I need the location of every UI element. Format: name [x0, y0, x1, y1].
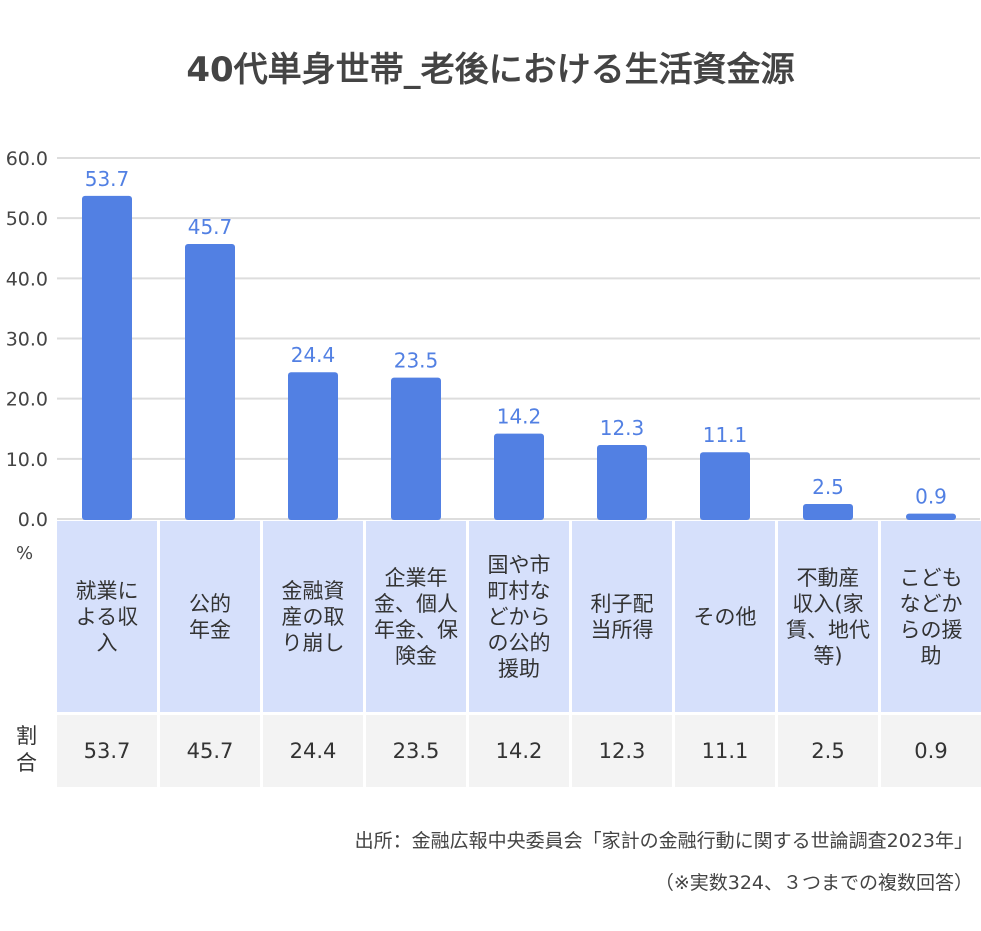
category-label: 国や市 町村な どから の公的 援助 — [469, 521, 569, 712]
y-tick-label: 0.0 — [18, 509, 48, 530]
data-label: 45.7 — [188, 215, 233, 239]
data-label: 53.7 — [85, 167, 130, 191]
category-label: 就業に よる収 入 — [57, 521, 157, 712]
category-label: 不動産 収入(家 賃、地代 等) — [778, 521, 878, 712]
table-value: 53.7 — [57, 715, 157, 787]
table-value: 45.7 — [160, 715, 260, 787]
y-tick-label: 40.0 — [6, 268, 48, 290]
source-note: 出所：金融広報中央委員会「家計の金融行動に関する世論調査2023年」 — [354, 830, 973, 852]
data-label: 23.5 — [394, 349, 439, 373]
chart-title: 40代単身世帯_老後における生活資金源 — [186, 50, 795, 90]
bar — [185, 244, 235, 520]
y-axis-unit: % — [16, 543, 34, 564]
data-label: 14.2 — [497, 405, 542, 429]
category-label: 金融資 産の取 り崩し — [263, 521, 363, 712]
data-table: 就業に よる収 入公的 年金 金融資 産の取 り崩し 企業年 金、個人 年金、保 険… — [57, 521, 981, 787]
bar — [494, 433, 544, 520]
table-value: 2.5 — [778, 715, 878, 787]
category-label: その他 — [675, 521, 775, 712]
bar — [288, 372, 338, 520]
y-tick-label: 30.0 — [6, 329, 48, 351]
bar — [906, 513, 956, 520]
data-label: 11.1 — [703, 423, 748, 447]
y-tick-label: 50.0 — [6, 208, 48, 230]
table-value: 11.1 — [675, 715, 775, 787]
data-label: 0.9 — [915, 485, 947, 509]
bar — [803, 503, 853, 520]
table-row-label: 割合 — [16, 724, 37, 775]
y-tick-label: 10.0 — [6, 449, 48, 471]
bar — [700, 452, 750, 520]
plot-area: 0.0 10.0 20.0 30.0 40.0 50.0 60.0 53.7 45.7 24.4 2… — [6, 148, 980, 530]
category-label: 利子配 当所得 — [572, 521, 672, 712]
data-label: 24.4 — [291, 343, 336, 367]
category-label: こども などか らの援 助 — [881, 521, 981, 712]
y-tick-label: 20.0 — [6, 389, 48, 411]
category-label: 公的 年金 — [160, 521, 260, 712]
category-label: 企業年 金、個人 年金、保 険金 — [366, 521, 466, 712]
table-value: 0.9 — [881, 715, 981, 787]
bar — [597, 444, 647, 520]
y-tick-label: 60.0 — [6, 148, 48, 170]
bar — [82, 195, 132, 520]
data-label: 2.5 — [812, 475, 844, 499]
bar — [391, 377, 441, 520]
table-value: 23.5 — [366, 715, 466, 787]
table-value: 12.3 — [572, 715, 672, 787]
table-value: 14.2 — [469, 715, 569, 787]
table-value: 24.4 — [263, 715, 363, 787]
sample-note: （※実数324、３つまでの複数回答） — [654, 872, 973, 894]
data-label: 12.3 — [600, 416, 645, 440]
